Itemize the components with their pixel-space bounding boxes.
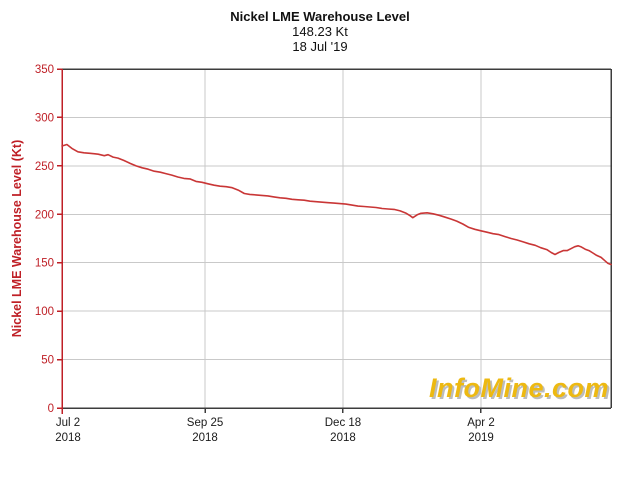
y-tick-label: 300 xyxy=(35,112,54,124)
x-tick-label: Dec 18 xyxy=(325,417,361,429)
chart-title: Nickel LME Warehouse Level xyxy=(230,9,410,24)
x-tick-year: 2018 xyxy=(192,432,218,444)
x-tick-year: 2018 xyxy=(330,432,356,444)
x-tick-year: 2018 xyxy=(55,432,81,444)
y-tick-label: 200 xyxy=(35,209,54,221)
y-tick-label: 150 xyxy=(35,258,54,270)
x-tick-label: Sep 25 xyxy=(187,417,223,429)
y-tick-label: 0 xyxy=(48,403,54,415)
y-axis-title: Nickel LME Warehouse Level (Kt) xyxy=(10,140,24,338)
chart-current-date: 18 Jul '19 xyxy=(292,39,348,54)
y-tick-label: 100 xyxy=(35,306,54,318)
chart-header: Nickel LME Warehouse Level 148.23 Kt 18 … xyxy=(0,9,640,54)
y-tick-label: 350 xyxy=(35,64,54,76)
y-tick-label: 50 xyxy=(41,355,54,367)
chart-current-value: 148.23 Kt xyxy=(292,24,348,39)
x-tick-year: 2019 xyxy=(468,432,494,444)
x-tick-label: Jul 2 xyxy=(56,417,80,429)
y-tick-label: 250 xyxy=(35,161,54,173)
x-tick-label: Apr 2 xyxy=(467,417,495,429)
data-line xyxy=(61,143,612,266)
